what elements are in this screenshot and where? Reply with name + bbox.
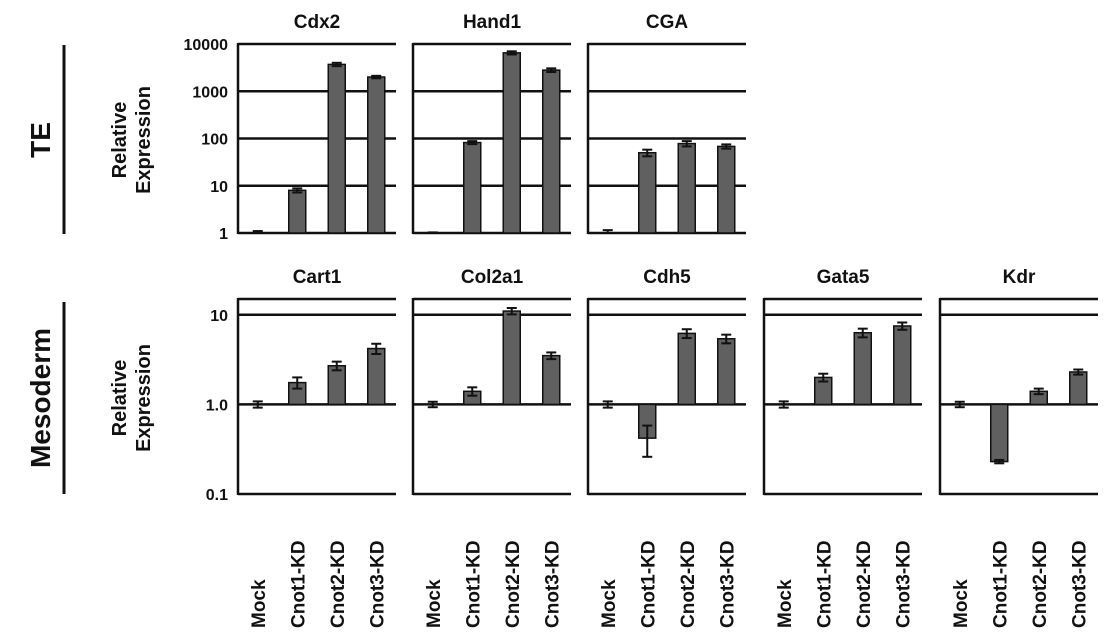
bar-cnot2-kd [677,142,696,234]
x-category-label: Mock [951,579,972,628]
y-tick-label: 100 [201,132,228,149]
row-label-te: TE [25,122,56,158]
x-category-label: Cnot3-KD [542,540,563,628]
bar-cnot2-kd [327,63,346,234]
bar-cnot1-kd [463,141,482,234]
bar-cnot2-kd [502,310,521,406]
panel-hand1: Hand1 [411,12,571,235]
bar-cnot3-kd [367,347,386,406]
y-axis-title-line2: Expression [133,344,155,452]
y-axis-title-mesoderm: Relative Expression [109,344,155,452]
bar-cnot3-kd [542,354,561,406]
panels: Cdx2 1 10 100 1000 10000 Hand1 CGA Cart1 0.1 1.0 10… [184,12,1098,628]
bar-cnot2-kd [502,52,521,234]
y-axis-title-line1: Relative [109,360,131,437]
x-category-label: Cnot1-KD [463,540,484,628]
y-tick-label: 10 [210,179,228,196]
x-category-label: Cnot2-KD [678,540,699,628]
panel-title: Col2a1 [461,267,524,288]
x-category-label: Mock [775,579,796,628]
bar-cnot2-kd [327,364,346,406]
x-category-label: Mock [249,579,270,628]
bar-cnot2-kd [853,332,872,406]
panel-title: Cdx2 [294,12,340,33]
panel-title: Cart1 [293,267,342,288]
bar-cnot1-kd [990,403,1009,463]
y-tick-label: 1.0 [206,397,228,414]
x-category-label: Cnot3-KD [893,540,914,628]
x-category-label: Cnot2-KD [328,540,349,628]
panel-title: Hand1 [463,12,522,33]
x-category-label: Mock [424,579,445,628]
y-tick-label: 1000 [192,84,228,101]
bar-cnot1-kd [638,151,657,234]
y-tick-label: 10 [210,308,228,325]
panel-title: CGA [646,12,689,33]
x-category-label: Cnot3-KD [1069,540,1090,628]
y-axis-title-line1: Relative [109,102,131,179]
y-axis-title-te: Relative Expression [109,86,155,194]
bar-cnot3-kd [717,338,736,406]
bar-cnot2-kd [677,332,696,406]
panel-kdr: Kdr Mock Cnot1-KD Cnot2-KD Cnot3-KD [938,267,1098,628]
panel-cart1: Cart1 0.1 1.0 10 Mock Cnot1-KD Cnot2-KD Cnot3-K… [206,267,396,628]
panel-col2a1: Col2a1 Mock Cnot1-KD Cnot2-KD Cnot3-KD [411,267,571,628]
y-tick-label: 1 [219,226,228,243]
x-category-label: Cnot1-KD [288,540,309,628]
bar-cnot3-kd [1069,371,1088,406]
panel-title: Kdr [1003,267,1036,288]
y-axis-title-line2: Expression [133,86,155,194]
panel-cdx2: Cdx2 1 10 100 1000 10000 [184,12,396,243]
panel-cga: CGA [586,12,746,235]
panel-title: Cdh5 [643,267,691,288]
x-category-label: Cnot1-KD [638,540,659,628]
bar-cnot3-kd [717,145,736,234]
x-category-label: Cnot1-KD [990,540,1011,628]
panel-cdh5: Cdh5 Mock Cnot1-KD Cnot2-KD Cnot3-KD [586,267,746,628]
x-category-label: Cnot2-KD [503,540,524,628]
bar-cnot3-kd [893,325,912,406]
x-category-label: Cnot1-KD [814,540,835,628]
panel-gata5: Gata5 Mock Cnot1-KD Cnot2-KD Cnot3-KD [762,267,922,628]
x-category-label: Cnot2-KD [854,540,875,628]
bar-cnot3-kd [542,69,561,234]
x-category-label: Cnot2-KD [1030,540,1051,628]
bar-cnot3-kd [367,76,386,234]
x-category-label: Mock [599,579,620,628]
bar-cnot1-kd [288,189,307,234]
panel-title: Gata5 [817,267,870,288]
row-label-mesoderm: Mesoderm [25,328,56,468]
x-category-label: Cnot3-KD [367,540,388,628]
y-tick-label: 0.1 [206,487,228,504]
y-tick-label: 10000 [184,37,229,54]
x-category-label: Cnot3-KD [717,540,738,628]
